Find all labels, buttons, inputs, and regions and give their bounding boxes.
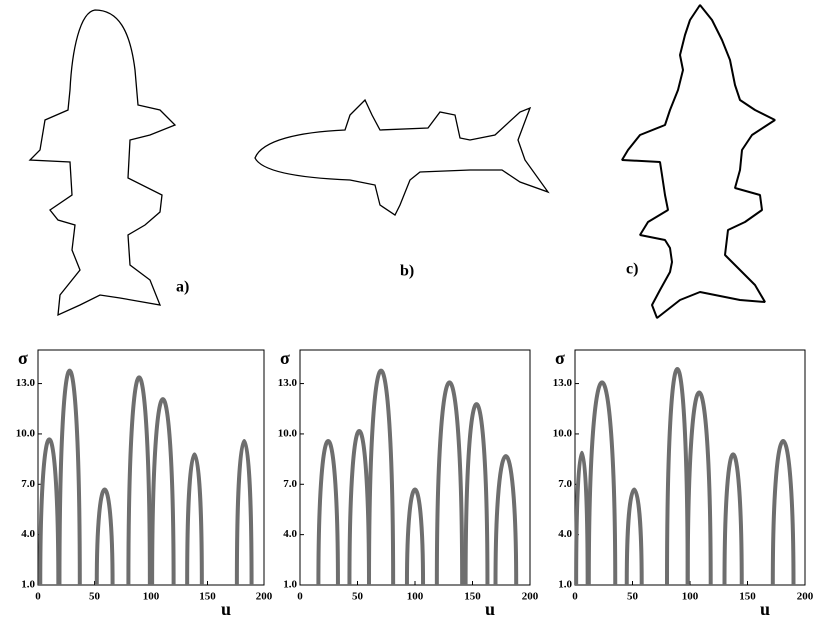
arch <box>722 452 744 586</box>
y-tick-label: 4.0 <box>21 528 35 540</box>
x-tick-label: 200 <box>797 591 814 603</box>
x-tick-label: 50 <box>627 591 639 603</box>
y-axis-label: σ <box>280 348 290 368</box>
arch <box>126 375 152 586</box>
arch <box>574 450 590 586</box>
x-tick-label: 200 <box>522 591 539 603</box>
arch <box>316 439 340 586</box>
arch <box>347 429 371 586</box>
arch <box>665 367 690 586</box>
x-tick-label: 150 <box>739 591 756 603</box>
x-axis-label: u <box>221 599 231 619</box>
y-tick-label: 10.0 <box>16 427 36 439</box>
arch <box>586 380 618 586</box>
y-tick-label: 7.0 <box>283 478 297 490</box>
arch <box>463 402 490 586</box>
y-tick-label: 13.0 <box>16 377 36 389</box>
y-axis-label: σ <box>555 348 565 368</box>
arch <box>94 487 115 586</box>
x-tick-label: 150 <box>199 591 216 603</box>
x-axis-label: u <box>485 599 495 619</box>
arch <box>38 437 61 586</box>
y-tick-label: 10.0 <box>553 427 573 439</box>
x-tick-label: 200 <box>256 591 273 603</box>
panel-label: b) <box>400 263 414 280</box>
x-tick-label: 100 <box>143 591 160 603</box>
x-tick-label: 100 <box>407 591 424 603</box>
x-tick-label: 0 <box>572 591 578 603</box>
panel-label: c) <box>626 261 638 278</box>
y-axis-label: σ <box>18 348 28 368</box>
x-tick-label: 50 <box>89 591 101 603</box>
fish-contour-a <box>28 9 177 317</box>
y-tick-label: 10.0 <box>278 427 298 439</box>
y-tick-label: 7.0 <box>21 478 35 490</box>
y-tick-label: 1.0 <box>21 579 35 591</box>
y-tick-label: 1.0 <box>283 579 297 591</box>
arch <box>185 452 204 586</box>
x-tick-label: 0 <box>35 591 41 603</box>
y-tick-label: 13.0 <box>278 377 298 389</box>
y-tick-label: 4.0 <box>283 528 297 540</box>
y-tick-label: 4.0 <box>558 528 572 540</box>
x-tick-label: 150 <box>464 591 481 603</box>
arch <box>404 487 426 586</box>
arch <box>685 390 713 586</box>
arch <box>770 439 796 586</box>
x-axis-label: u <box>760 599 770 619</box>
arch <box>493 454 519 586</box>
arch <box>367 369 396 586</box>
y-tick-label: 13.0 <box>553 377 573 389</box>
arch <box>150 397 176 586</box>
x-tick-label: 0 <box>297 591 303 603</box>
fish-contour-c <box>621 4 776 319</box>
arch <box>434 380 465 586</box>
fish-contour-b <box>254 98 550 216</box>
y-tick-label: 7.0 <box>558 478 572 490</box>
x-tick-label: 50 <box>352 591 364 603</box>
x-tick-label: 100 <box>682 591 699 603</box>
y-tick-label: 1.0 <box>558 579 572 591</box>
arch <box>234 439 254 586</box>
arch <box>624 487 644 586</box>
arch <box>57 369 82 586</box>
panel-label: a) <box>176 279 189 296</box>
